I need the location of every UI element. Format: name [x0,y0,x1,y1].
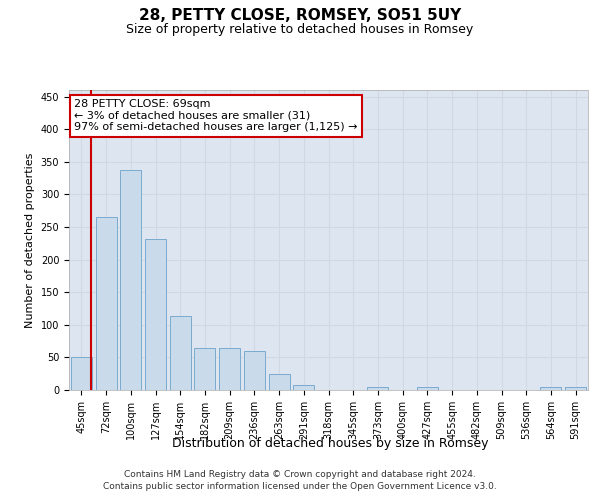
Bar [269,374,290,390]
Bar [95,217,116,390]
Text: 28 PETTY CLOSE: 69sqm
← 3% of detached houses are smaller (31)
97% of semi-detac: 28 PETTY CLOSE: 69sqm ← 3% of detached h… [74,99,358,132]
Bar [120,170,141,390]
Bar [244,351,265,390]
Text: 28, PETTY CLOSE, ROMSEY, SO51 5UY: 28, PETTY CLOSE, ROMSEY, SO51 5UY [139,8,461,22]
Bar [367,386,388,390]
Bar [194,348,215,390]
Bar [145,240,166,390]
Text: Contains public sector information licensed under the Open Government Licence v3: Contains public sector information licen… [103,482,497,491]
Bar [565,386,586,390]
Y-axis label: Number of detached properties: Number of detached properties [25,152,35,328]
Bar [170,316,191,390]
Text: Distribution of detached houses by size in Romsey: Distribution of detached houses by size … [172,438,488,450]
Bar [71,358,92,390]
Bar [293,385,314,390]
Bar [541,386,562,390]
Text: Size of property relative to detached houses in Romsey: Size of property relative to detached ho… [127,22,473,36]
Text: Contains HM Land Registry data © Crown copyright and database right 2024.: Contains HM Land Registry data © Crown c… [124,470,476,479]
Bar [417,386,438,390]
Bar [219,348,240,390]
